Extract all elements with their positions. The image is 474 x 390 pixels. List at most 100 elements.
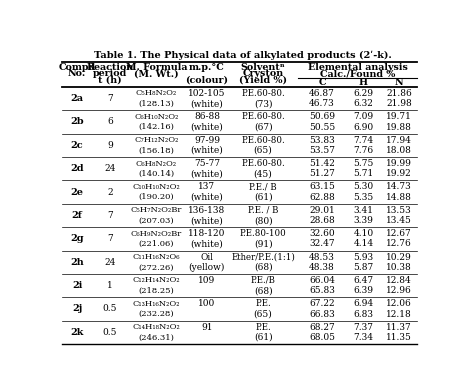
Text: 137: 137 — [198, 183, 216, 191]
Text: 65.83: 65.83 — [309, 286, 335, 295]
Text: 100: 100 — [198, 299, 216, 308]
Text: 11.37: 11.37 — [386, 323, 412, 332]
Text: M. Formula: M. Formula — [126, 63, 187, 72]
Text: 2j: 2j — [72, 305, 82, 314]
Text: (65): (65) — [254, 146, 273, 155]
Text: (white): (white) — [191, 122, 223, 131]
Text: C₁₄H₁₈N₂O₂: C₁₄H₁₈N₂O₂ — [133, 323, 181, 331]
Text: Table 1. The Physical data of alkylated products (2ʹ-k).: Table 1. The Physical data of alkylated … — [94, 51, 392, 60]
Text: 2g: 2g — [70, 234, 84, 243]
Text: 7: 7 — [107, 94, 113, 103]
Text: Ether/P.E.(1:1): Ether/P.E.(1:1) — [231, 253, 295, 262]
Text: (45): (45) — [254, 169, 273, 178]
Text: 75-77: 75-77 — [194, 159, 220, 168]
Text: 24: 24 — [104, 258, 116, 267]
Text: 6.29: 6.29 — [354, 89, 374, 98]
Text: 14.88: 14.88 — [386, 193, 412, 202]
Text: 17.94: 17.94 — [386, 136, 412, 145]
Text: 12.67: 12.67 — [386, 229, 412, 238]
Text: 53.83: 53.83 — [309, 136, 335, 145]
Text: 6.94: 6.94 — [354, 299, 374, 308]
Text: (M. Wt.): (M. Wt.) — [134, 69, 179, 78]
Text: 21.98: 21.98 — [386, 99, 412, 108]
Text: 12.96: 12.96 — [386, 286, 412, 295]
Text: C₁₁H₁₆N₂O₆: C₁₁H₁₆N₂O₆ — [133, 253, 180, 261]
Text: 19.92: 19.92 — [386, 169, 412, 178]
Text: 7: 7 — [107, 234, 113, 243]
Text: 12.76: 12.76 — [386, 239, 412, 248]
Text: (65): (65) — [254, 310, 273, 319]
Text: 3.39: 3.39 — [354, 216, 374, 225]
Text: 7.09: 7.09 — [354, 112, 374, 121]
Text: (246.31): (246.31) — [138, 333, 174, 342]
Text: (white): (white) — [191, 146, 223, 155]
Text: 118-120: 118-120 — [188, 229, 226, 238]
Text: P.E.: P.E. — [255, 299, 271, 308]
Text: N: N — [395, 78, 403, 87]
Text: 13.53: 13.53 — [386, 206, 412, 215]
Text: (272.26): (272.26) — [139, 263, 174, 271]
Text: (Yield %): (Yield %) — [239, 75, 287, 84]
Text: No.: No. — [68, 69, 86, 78]
Text: C₆H₈N₂O₂: C₆H₈N₂O₂ — [136, 160, 177, 168]
Text: 97-99: 97-99 — [194, 136, 220, 145]
Text: 48.53: 48.53 — [309, 253, 335, 262]
Text: 29.01: 29.01 — [309, 206, 335, 215]
Text: 48.38: 48.38 — [309, 263, 335, 272]
Text: 4.10: 4.10 — [354, 229, 374, 238]
Text: 51.42: 51.42 — [309, 159, 335, 168]
Text: (61): (61) — [254, 333, 273, 342]
Text: 3.41: 3.41 — [354, 206, 374, 215]
Text: 68.27: 68.27 — [309, 323, 335, 332]
Text: t (h): t (h) — [98, 75, 122, 84]
Text: (68): (68) — [254, 286, 273, 295]
Text: 66.83: 66.83 — [309, 310, 335, 319]
Text: 50.55: 50.55 — [309, 122, 335, 131]
Text: (190.20): (190.20) — [139, 193, 174, 201]
Text: 5.87: 5.87 — [353, 263, 374, 272]
Text: Solventⁿ: Solventⁿ — [241, 63, 285, 72]
Text: 2k: 2k — [70, 328, 84, 337]
Text: C₆H₉N₂O₂Br: C₆H₉N₂O₂Br — [131, 230, 182, 238]
Text: 9: 9 — [107, 141, 113, 150]
Text: (white): (white) — [191, 169, 223, 178]
Text: P.E.: P.E. — [255, 323, 271, 332]
Text: 46.73: 46.73 — [309, 99, 335, 108]
Text: 6.83: 6.83 — [354, 310, 374, 319]
Text: 4.14: 4.14 — [354, 239, 374, 248]
Text: 32.47: 32.47 — [309, 239, 335, 248]
Text: Oil: Oil — [201, 253, 213, 262]
Text: (80): (80) — [254, 216, 273, 225]
Text: 12.06: 12.06 — [386, 299, 412, 308]
Text: Calc./Found %: Calc./Found % — [320, 70, 395, 79]
Text: 6.47: 6.47 — [354, 276, 374, 285]
Text: (128.13): (128.13) — [138, 100, 174, 108]
Text: 46.87: 46.87 — [309, 89, 335, 98]
Text: 68.05: 68.05 — [309, 333, 335, 342]
Text: (white): (white) — [191, 216, 223, 225]
Text: (61): (61) — [254, 193, 273, 202]
Text: m.p.°C: m.p.°C — [189, 63, 225, 72]
Text: 10.29: 10.29 — [386, 253, 412, 262]
Text: P.E.60-80.: P.E.60-80. — [241, 112, 285, 121]
Text: 136-138: 136-138 — [188, 206, 226, 215]
Text: 6: 6 — [107, 117, 113, 126]
Text: P.E. / B: P.E. / B — [248, 206, 278, 215]
Text: 2: 2 — [107, 188, 113, 197]
Text: 5.30: 5.30 — [354, 183, 374, 191]
Text: 50.69: 50.69 — [309, 112, 335, 121]
Text: C₇H₁₂N₂O₂: C₇H₁₂N₂O₂ — [134, 136, 179, 144]
Text: 6.90: 6.90 — [354, 122, 374, 131]
Text: (white): (white) — [191, 239, 223, 248]
Text: (221.06): (221.06) — [139, 240, 174, 248]
Text: Reaction: Reaction — [86, 63, 134, 72]
Text: 86-88: 86-88 — [194, 112, 220, 121]
Text: 2h: 2h — [70, 258, 84, 267]
Text: C: C — [318, 78, 326, 87]
Text: 5.75: 5.75 — [353, 159, 374, 168]
Text: 51.27: 51.27 — [309, 169, 335, 178]
Text: C₁₃H₁₆N₂O₂: C₁₃H₁₆N₂O₂ — [133, 300, 180, 308]
Text: H: H — [359, 78, 368, 87]
Text: P.E.80-100: P.E.80-100 — [240, 229, 286, 238]
Text: (colour): (colour) — [185, 75, 228, 84]
